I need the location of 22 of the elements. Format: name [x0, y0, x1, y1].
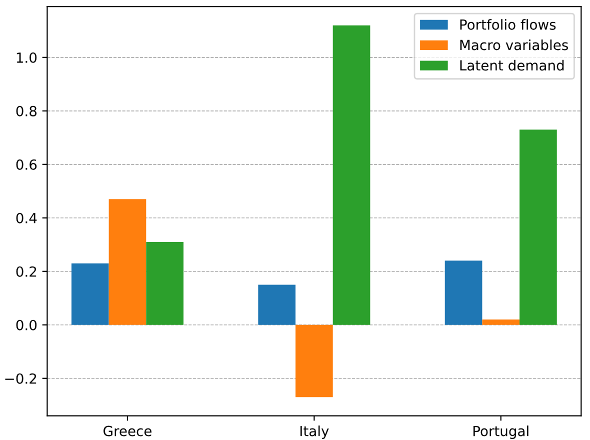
bar — [71, 263, 109, 325]
bar — [520, 130, 557, 325]
bar — [146, 242, 184, 325]
y-tick-label: 0.8 — [16, 106, 37, 116]
legend-label: Portfolio flows — [460, 19, 556, 30]
y-tick-label: 0.2 — [16, 266, 36, 277]
bar — [482, 320, 520, 325]
y-tick-label: 0.0 — [16, 320, 37, 330]
y-tick-label: 0.4 — [16, 212, 37, 224]
x-tick-label: Portugal — [473, 426, 528, 439]
bar — [444, 260, 482, 325]
y-tick-label: −0.2 — [5, 373, 36, 384]
y-tick-label: 0.6 — [16, 159, 37, 170]
bar — [332, 25, 370, 325]
legend-label: Latent demand — [460, 60, 564, 71]
bar — [296, 324, 333, 398]
bar — [258, 284, 296, 325]
bar — [108, 199, 146, 325]
x-tick-label: Italy — [300, 426, 329, 439]
y-tick-label: 1.0 — [16, 52, 37, 63]
legend-label: Macro variables — [460, 39, 568, 50]
x-tick-label: Greece — [104, 426, 152, 436]
